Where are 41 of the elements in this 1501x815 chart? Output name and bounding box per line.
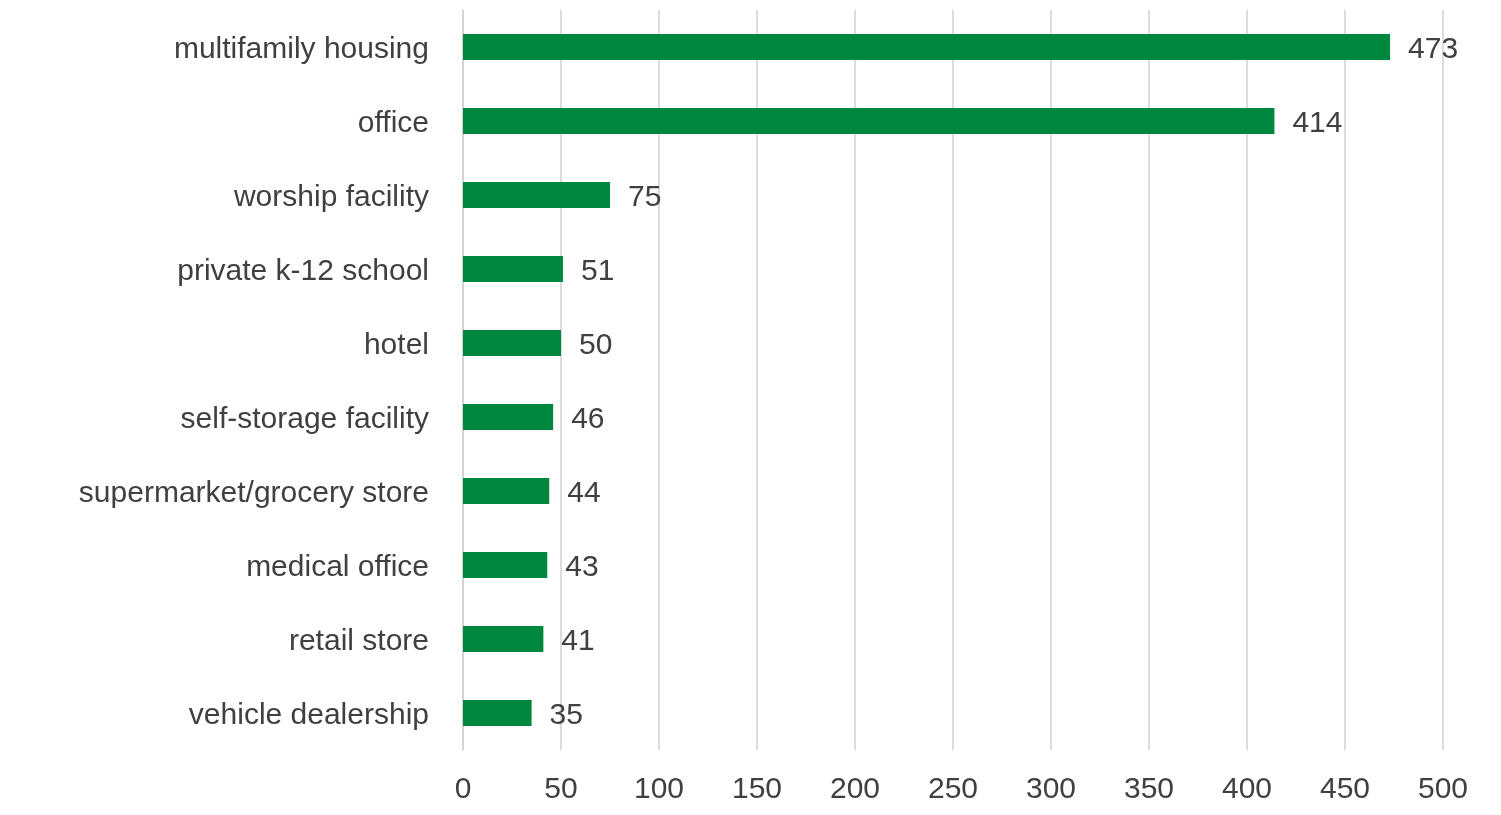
bar [463,404,554,430]
bar [463,256,563,282]
bar [463,700,532,726]
y-tick-label: self-storage facility [180,400,429,434]
data-label: 35 [549,696,583,730]
data-label: 473 [1408,30,1459,64]
y-tick-label: worship facility [232,178,429,212]
y-tick-label: multifamily housing [173,30,429,64]
y-tick-label: medical office [246,548,429,582]
bar [463,478,550,504]
x-tick-label: 0 [454,770,472,804]
y-tick-label: office [357,104,429,138]
x-tick-label: 300 [1025,770,1077,804]
y-tick-label: vehicle dealership [188,696,429,730]
data-label: 414 [1292,104,1343,138]
data-label: 46 [571,400,605,434]
y-tick-label: supermarket/grocery store [78,474,429,508]
data-label: 44 [567,474,601,508]
bar [463,552,548,578]
bar [463,182,610,208]
x-tick-label: 350 [1123,770,1175,804]
x-tick-label: 50 [544,770,578,804]
data-label: 75 [628,178,662,212]
x-tick-label: 500 [1417,770,1469,804]
data-label: 43 [565,548,599,582]
x-tick-label: 450 [1319,770,1371,804]
bar [463,34,1391,60]
bar [463,108,1275,134]
x-tick-label: 150 [731,770,783,804]
x-tick-label: 100 [633,770,685,804]
x-tick-label: 400 [1221,770,1273,804]
x-tick-label: 200 [829,770,881,804]
data-label: 41 [561,622,595,656]
y-tick-label: private k-12 school [177,252,429,286]
bar [463,626,544,652]
y-tick-label: retail store [288,622,429,656]
y-tick-label: hotel [363,326,429,360]
bar [463,330,561,356]
data-label: 51 [580,252,615,286]
x-tick-label: 250 [927,770,979,804]
data-label: 50 [579,326,613,360]
